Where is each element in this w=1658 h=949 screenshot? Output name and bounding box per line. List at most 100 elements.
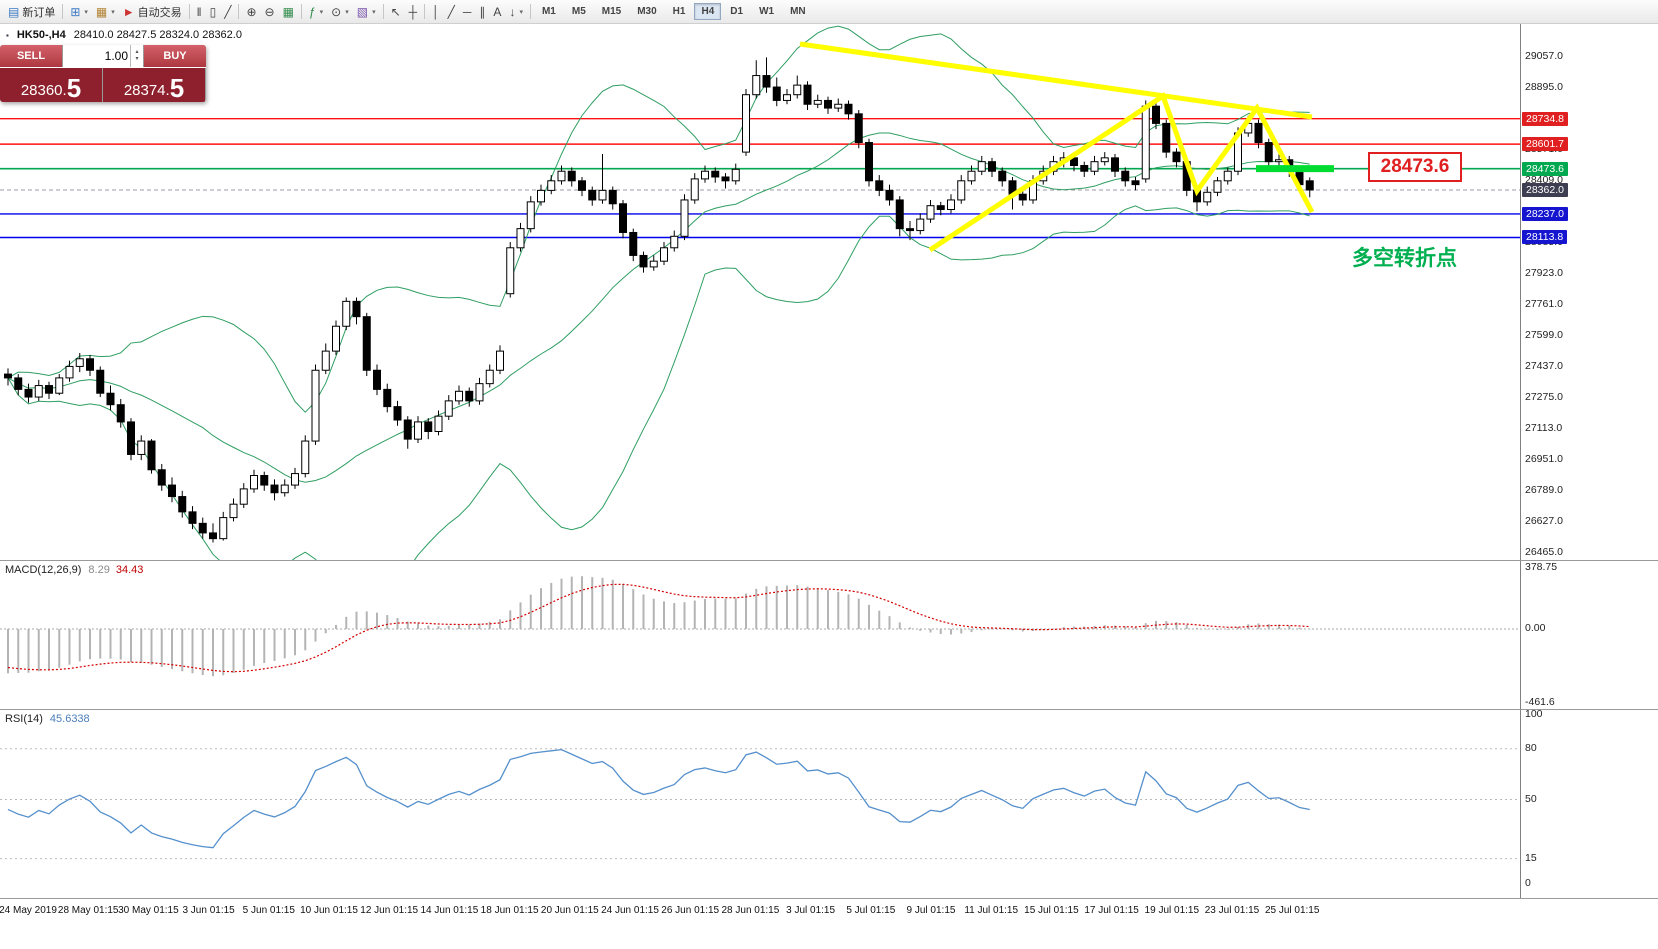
time-axis-label: 3 Jun 01:15 <box>182 905 235 916</box>
timeframe-button-d1[interactable]: D1 <box>730 6 744 17</box>
volume-input[interactable] <box>63 49 130 63</box>
time-axis-label: 3 Jul 01:15 <box>786 905 836 916</box>
rsi-value: 45.6338 <box>49 713 90 725</box>
timeframe-button-mn[interactable]: MN <box>790 6 806 17</box>
arrow-icon: ↓ <box>509 4 516 19</box>
cursor-icon: ↖ <box>390 4 401 19</box>
panel-separator[interactable] <box>0 560 1658 561</box>
dropdown-caret-icon: ▾ <box>111 8 115 16</box>
timeframe-button-w1[interactable]: W1 <box>759 6 775 17</box>
toolbar-separator <box>238 4 240 19</box>
tile-windows-button[interactable]: ▦ <box>279 2 298 22</box>
time-axis-label: 24 Jun 01:15 <box>601 905 659 916</box>
vertical-line-button[interactable]: │ <box>428 2 444 22</box>
time-axis-label: 23 Jul 01:15 <box>1204 905 1260 916</box>
templates-button[interactable]: ▧ ▾ <box>353 2 380 22</box>
toolbar-separator <box>529 4 531 19</box>
rsi-panel-canvas[interactable] <box>0 710 1520 898</box>
rsi-axis-label: 80 <box>1525 741 1537 754</box>
cursor-button[interactable]: ↖ <box>387 2 405 22</box>
volume-stepper: ▴ ▾ <box>130 45 143 67</box>
indicators-button[interactable]: ƒ ▾ <box>305 2 327 22</box>
price-axis-label: 26465.0 <box>1525 546 1563 558</box>
macd-name: MACD(12,26,9) <box>5 564 82 576</box>
sell-price-button[interactable]: 28360. 5 <box>0 68 102 102</box>
crosshair-button[interactable]: ┼ <box>405 2 422 22</box>
price-axis-label: 27923.0 <box>1525 267 1563 279</box>
zoom-in-button[interactable]: ⊕ <box>242 2 260 22</box>
rsi-axis-label: 15 <box>1525 851 1537 864</box>
candlestick-button[interactable]: ▯ <box>206 2 221 22</box>
current-price-tag: 28362.0 <box>1522 182 1568 197</box>
ohlc-bars-icon: ‖ <box>196 4 202 19</box>
toolbar-separator <box>188 4 190 19</box>
time-axis-label: 15 Jul 01:15 <box>1024 905 1079 916</box>
pivot-level-tag: 28473.6 <box>1522 161 1568 176</box>
time-axis-label: 28 May 01:15 <box>57 905 119 916</box>
trendline-button[interactable]: ╱ <box>444 2 459 22</box>
price-axis-label: 26951.0 <box>1525 453 1563 465</box>
auto-trading-button-label: 自动交易 <box>137 6 182 19</box>
timeframe-button-h1[interactable]: H1 <box>672 6 686 17</box>
macd-axis[interactable]: 378.75 0.00 -461.6 <box>1520 561 1658 709</box>
time-axis-label: 28 Jun 01:15 <box>721 905 780 916</box>
new-order-button[interactable]: ▤ 新订单 <box>4 2 59 22</box>
horizontal-line-button[interactable]: ─ <box>459 2 476 22</box>
macd-axis-label: 0.00 <box>1525 622 1546 634</box>
support-level-2-tag: 28113.8 <box>1522 230 1568 245</box>
periods-button[interactable]: ⊙ ▾ <box>327 2 353 22</box>
buy-button[interactable]: BUY <box>144 45 206 67</box>
trendline-icon: ╱ <box>447 4 455 19</box>
timeframe-button-m1[interactable]: M1 <box>541 6 556 17</box>
text-icon: A <box>493 4 502 19</box>
dropdown-caret-icon: ▾ <box>319 8 324 16</box>
time-axis[interactable]: 24 May 2019 28 May 01:15 30 May 01:15 3 Jun… <box>0 899 1658 949</box>
price-axis-label: 27437.0 <box>1525 360 1563 372</box>
dropdown-caret-icon: ▾ <box>372 8 376 16</box>
price-axis[interactable]: 29057.028895.028733.028571.028409.028247… <box>1520 24 1658 560</box>
dropdown-caret-icon: ▾ <box>345 8 349 16</box>
macd-main-value: 8.29 <box>88 564 110 576</box>
profiles-button[interactable]: ▦ ▾ <box>92 2 119 22</box>
crosshair-icon: ┼ <box>408 4 418 19</box>
template-icon: ▧ <box>356 4 369 19</box>
text-tool-button[interactable]: A <box>489 2 505 22</box>
ohlc-readout: 28410.0 28427.5 28324.0 28362.0 <box>73 29 242 41</box>
candlestick-icon: ▯ <box>209 4 217 19</box>
zoom-out-button[interactable]: ⊖ <box>261 2 279 22</box>
line-chart-icon: ╱ <box>224 4 232 19</box>
macd-panel-canvas[interactable] <box>0 561 1520 709</box>
time-axis-label: 14 Jun 01:15 <box>420 905 479 916</box>
main-chart-canvas[interactable] <box>0 24 1520 560</box>
line-chart-button[interactable]: ╱ <box>220 2 235 22</box>
sell-price-pips: 5 <box>66 72 82 102</box>
auto-trading-icon: ► <box>122 4 135 19</box>
volume-increase-button[interactable]: ▴ <box>135 49 139 55</box>
one-click-trading-panel: SELL ▴ ▾ BUY 28360.5 28374.5 <box>0 45 206 102</box>
rsi-axis[interactable]: 100 80 50 15 0 <box>1520 708 1658 898</box>
toolbar: ▤ 新订单 ⊞ ▾ ▦ ▾ ► 自动交易 ‖ ▯ ╱ ⊕ ⊖ ▦ ƒ ▾ ⊙ ▾ ▧ ▾ ↖ ┼ │ ╱ ─ ∥ A ↓ ▾ M1 M5 M1… <box>0 0 1658 24</box>
arrows-tool-button[interactable]: ↓ ▾ <box>505 2 527 22</box>
volume-decrease-button[interactable]: ▾ <box>135 56 139 62</box>
price-axis-label: 27599.0 <box>1525 329 1563 341</box>
timeframe-button-m15[interactable]: M15 <box>601 6 622 17</box>
equidistant-channel-button[interactable]: ∥ <box>475 2 489 22</box>
chart-header: ▪ HK50-,H4 28410.0 28427.5 28324.0 28362… <box>6 29 242 41</box>
timeframe-button-m5[interactable]: M5 <box>571 6 586 17</box>
auto-trading-button[interactable]: ► 自动交易 <box>119 2 186 22</box>
bar-chart-button[interactable]: ‖ <box>193 2 206 22</box>
profiles-icon: ▦ <box>95 4 108 19</box>
timeframe-button-h4[interactable]: H4 <box>694 3 722 20</box>
resistance-level-1-tag: 28734.8 <box>1522 111 1568 126</box>
new-order-button-label: 新订单 <box>22 6 56 19</box>
new-chart-button[interactable]: ⊞ ▾ <box>66 2 92 22</box>
buy-price-button[interactable]: 28374. 5 <box>103 68 205 102</box>
time-axis-label: 5 Jun 01:15 <box>242 905 295 916</box>
time-axis-label: 20 Jun 01:15 <box>540 905 599 916</box>
timeframe-button-m30[interactable]: M30 <box>637 6 657 17</box>
panel-separator[interactable] <box>0 709 1658 710</box>
toolbar-separator <box>300 4 302 19</box>
rsi-axis-label: 100 <box>1525 708 1543 720</box>
sell-button[interactable]: SELL <box>0 45 62 67</box>
